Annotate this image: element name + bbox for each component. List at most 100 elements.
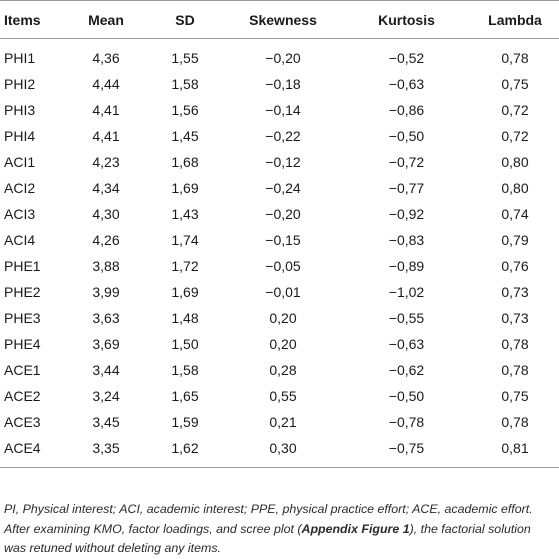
cell-skewness: −0,18 <box>265 76 301 92</box>
table-row: ACE3 3,45 1,59 0,21 −0,78 0,78 <box>0 409 559 435</box>
cell-sd: 1,45 <box>171 128 199 144</box>
cell-lambda: 0,73 <box>501 284 529 300</box>
cell-mean: 4,36 <box>92 50 120 66</box>
header-kurtosis: Kurtosis <box>342 0 471 39</box>
cell-item: ACE1 <box>4 362 41 378</box>
cell-kurtosis: −0,72 <box>388 154 425 170</box>
cell-lambda: 0,75 <box>501 76 529 92</box>
footnote-text-before: PI, Physical interest; ACI, academic int… <box>4 502 533 536</box>
cell-mean: 4,34 <box>92 180 120 196</box>
cell-sd: 1,69 <box>171 284 199 300</box>
cell-mean: 3,45 <box>92 414 120 430</box>
header-sd: SD <box>146 0 224 39</box>
cell-item: ACI3 <box>4 206 36 222</box>
cell-skewness: 0,28 <box>269 362 297 378</box>
table-row: ACE1 3,44 1,58 0,28 −0,62 0,78 <box>0 357 559 383</box>
header-row: Items Mean SD Skewness Kurtosis Lambda <box>0 0 559 39</box>
cell-item: PHI1 <box>4 50 36 66</box>
table-row: ACI2 4,34 1,69 −0,24 −0,77 0,80 <box>0 175 559 201</box>
cell-lambda: 0,78 <box>501 414 529 430</box>
cell-mean: 3,63 <box>92 310 120 326</box>
cell-skewness: 0,55 <box>269 388 297 404</box>
cell-skewness: −0,01 <box>265 284 301 300</box>
appendix-figure-link[interactable]: Appendix Figure 1 <box>301 521 410 536</box>
cell-kurtosis: −1,02 <box>388 284 425 300</box>
descriptive-statistics-table: Items Mean SD Skewness Kurtosis Lambda P… <box>0 0 559 468</box>
cell-lambda: 0,79 <box>501 232 529 248</box>
cell-skewness: 0,20 <box>269 336 297 352</box>
cell-skewness: −0,20 <box>265 50 301 66</box>
cell-item: ACE4 <box>0 435 66 468</box>
cell-item: ACI2 <box>4 180 36 196</box>
cell-lambda: 0,73 <box>501 310 529 326</box>
cell-skewness: 0,21 <box>269 414 297 430</box>
cell-mean: 4,26 <box>92 232 120 248</box>
cell-sd: 1,69 <box>171 180 199 196</box>
table-row: PHE4 3,69 1,50 0,20 −0,63 0,78 <box>0 331 559 357</box>
cell-sd: 1,62 <box>146 435 224 468</box>
table-row: PHE1 3,88 1,72 −0,05 −0,89 0,76 <box>0 253 559 279</box>
cell-kurtosis: −0,63 <box>388 336 425 352</box>
cell-kurtosis: −0,86 <box>388 102 425 118</box>
cell-kurtosis: −0,89 <box>388 258 425 274</box>
cell-kurtosis: −0,75 <box>342 435 471 468</box>
cell-item: PHI3 <box>4 102 36 118</box>
cell-mean: 3,44 <box>92 362 120 378</box>
cell-skewness: −0,22 <box>265 128 301 144</box>
cell-sd: 1,58 <box>171 362 199 378</box>
cell-sd: 1,58 <box>171 76 199 92</box>
cell-skewness: −0,12 <box>265 154 301 170</box>
cell-mean: 4,23 <box>92 154 120 170</box>
table-header: Items Mean SD Skewness Kurtosis Lambda <box>0 0 559 39</box>
cell-item: ACI1 <box>4 154 36 170</box>
header-items: Items <box>0 0 66 39</box>
footnote-text-after: ), the factorial solution was retuned wi… <box>4 521 531 556</box>
cell-skewness: −0,20 <box>265 206 301 222</box>
table-row: ACI1 4,23 1,68 −0,12 −0,72 0,80 <box>0 149 559 175</box>
cell-sd: 1,65 <box>171 388 199 404</box>
cell-sd: 1,68 <box>171 154 199 170</box>
header-mean: Mean <box>66 0 146 39</box>
cell-lambda: 0,76 <box>501 258 529 274</box>
cell-item: PHI4 <box>4 128 36 144</box>
table-row: ACE2 3,24 1,65 0,55 −0,50 0,75 <box>0 383 559 409</box>
cell-sd: 1,72 <box>171 258 199 274</box>
table-row: PHI4 4,41 1,45 −0,22 −0,50 0,72 <box>0 123 559 149</box>
cell-lambda: 0,80 <box>501 154 529 170</box>
cell-kurtosis: −0,92 <box>388 206 425 222</box>
cell-kurtosis: −0,78 <box>388 414 425 430</box>
cell-kurtosis: −0,52 <box>388 50 425 66</box>
cell-kurtosis: −0,62 <box>388 362 425 378</box>
cell-kurtosis: −0,77 <box>388 180 425 196</box>
cell-item: PHI2 <box>4 76 36 92</box>
table-row: ACI4 4,26 1,74 −0,15 −0,83 0,79 <box>0 227 559 253</box>
cell-kurtosis: −0,63 <box>388 76 425 92</box>
cell-sd: 1,50 <box>171 336 199 352</box>
header-lambda: Lambda <box>471 0 559 39</box>
cell-mean: 4,41 <box>92 102 120 118</box>
cell-sd: 1,74 <box>171 232 199 248</box>
table-row: PHE3 3,63 1,48 0,20 −0,55 0,73 <box>0 305 559 331</box>
cell-mean: 4,41 <box>92 128 120 144</box>
table-body: PHI1 4,36 1,55 −0,20 −0,52 0,78 PHI2 4,44 1,58 −0… <box>0 39 559 468</box>
table-footnote: PI, Physical interest; ACI, academic int… <box>4 500 556 559</box>
cell-mean: 3,99 <box>92 284 120 300</box>
cell-sd: 1,59 <box>171 414 199 430</box>
table-row: PHI1 4,36 1,55 −0,20 −0,52 0,78 <box>0 39 559 72</box>
cell-mean: 3,69 <box>92 336 120 352</box>
cell-mean: 3,35 <box>66 435 146 468</box>
cell-lambda: 0,74 <box>501 206 529 222</box>
cell-item: PHE1 <box>4 258 41 274</box>
cell-sd: 1,56 <box>171 102 199 118</box>
cell-kurtosis: −0,55 <box>388 310 425 326</box>
cell-lambda: 0,80 <box>501 180 529 196</box>
cell-mean: 4,44 <box>92 76 120 92</box>
cell-skewness: −0,14 <box>265 102 301 118</box>
cell-skewness: −0,05 <box>265 258 301 274</box>
cell-lambda: 0,78 <box>501 50 529 66</box>
cell-item: PHE2 <box>4 284 41 300</box>
cell-kurtosis: −0,50 <box>388 388 425 404</box>
cell-item: PHE4 <box>4 336 41 352</box>
cell-kurtosis: −0,83 <box>388 232 425 248</box>
